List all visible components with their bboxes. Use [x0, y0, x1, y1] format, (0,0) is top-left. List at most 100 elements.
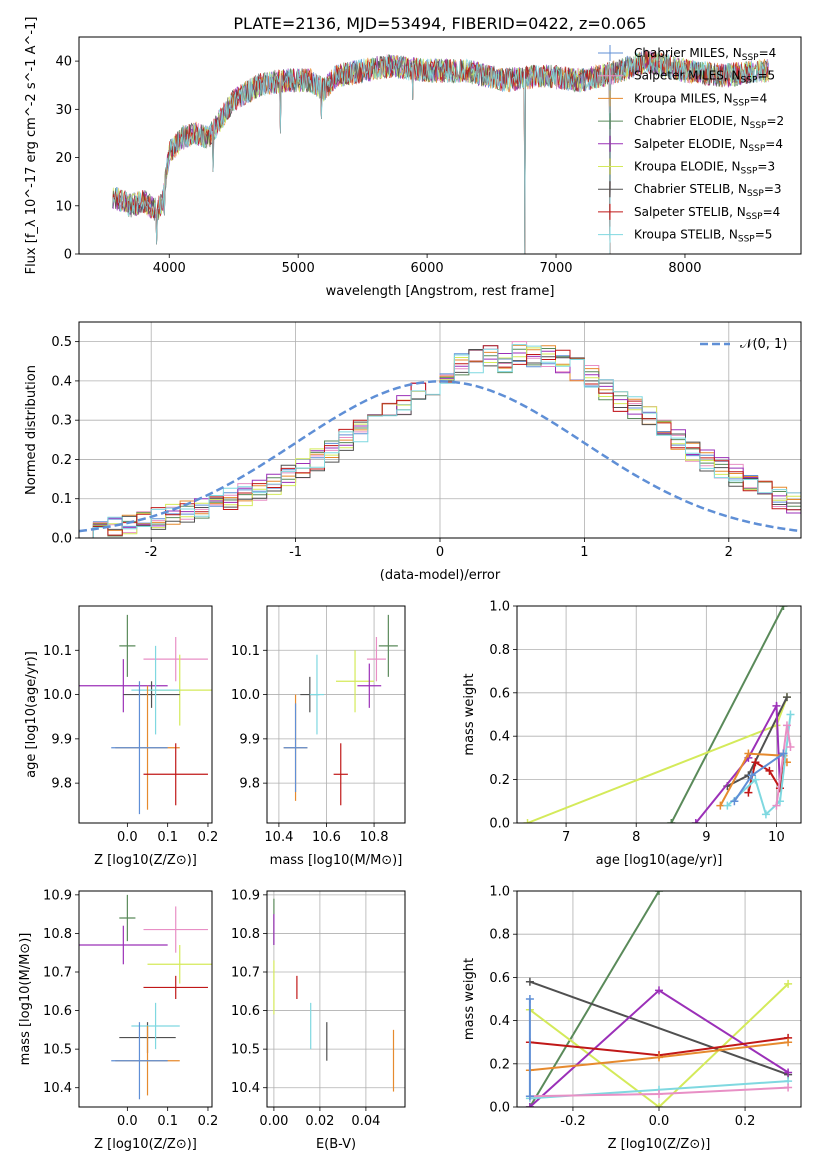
legend-label: Chabrier ELODIE, NSSP=2 — [634, 114, 784, 131]
x-tick-label: 0.1 — [157, 830, 178, 845]
normal-curve — [79, 380, 801, 533]
y-axis-label: age [log10(age/yr)] — [24, 651, 39, 778]
age-vs-Z-panel: 0.0 0.1 0.2 9.8 9.9 10.0 10.1 Z [log10(Z/Z⊙)] ag… — [24, 605, 219, 868]
y-tick-label: 0 — [64, 248, 72, 263]
weight-marker — [525, 1092, 534, 1101]
mass-vs-Z-panel: 0.0 0.1 0.2 10.4 10.5 10.6 10.7 10.8 10.9 Z [log1… — [18, 888, 218, 1152]
weight-marker — [751, 758, 760, 767]
weight-marker — [784, 979, 793, 988]
y-tick-label: 0.2 — [489, 1057, 510, 1072]
y-tick-label: 0.5 — [51, 335, 72, 350]
y-tick-label: 10.0 — [231, 688, 260, 703]
weight-marker — [747, 771, 756, 780]
legend-label: Salpeter ELODIE, NSSP=4 — [634, 137, 783, 154]
y-tick-label: 10.7 — [43, 966, 72, 981]
histograms — [79, 341, 801, 538]
weight-marker — [523, 819, 532, 823]
weight-vs-age-panel: 7 8 9 10 0.0 0.2 0.4 0.6 0.8 1.0 age [log10(age/yr… — [462, 600, 802, 868]
axes-frame — [266, 890, 406, 1108]
x-tick-label: 8000 — [668, 261, 701, 276]
weight-marker — [761, 810, 770, 819]
x-tick-label: 4000 — [153, 261, 186, 276]
y-axis-label: Flux [f_λ 10^-17 erg cm^-2 s^-1 A^-1] — [24, 17, 39, 275]
spectrum-series-line — [112, 52, 769, 254]
y-tick-label: 10.5 — [231, 1043, 260, 1058]
histogram-step — [79, 344, 801, 538]
weight-line — [529, 980, 789, 1076]
weight-marker — [744, 749, 753, 758]
x-axis-label: (data-model)/error — [380, 568, 501, 583]
age-vs-mass-panel: 10.4 10.6 10.8 9.8 9.9 10.0 10.1 mass [log10(M/… — [231, 605, 406, 868]
y-tick-label: 0.2 — [51, 453, 72, 468]
y-tick-label: 10.9 — [231, 888, 260, 903]
x-tick-label: 9 — [702, 830, 710, 845]
x-tick-label: 10.4 — [264, 830, 293, 845]
y-tick-label: 10.8 — [231, 927, 260, 942]
y-tick-label: 0.6 — [489, 971, 510, 986]
legend-label: Kroupa MILES, NSSP=4 — [634, 91, 767, 108]
y-tick-label: 10.1 — [231, 644, 260, 659]
y-tick-label: 9.9 — [51, 732, 72, 747]
weight-marker — [667, 819, 676, 823]
weight-marker — [779, 606, 788, 610]
y-tick-label: 0.0 — [489, 817, 510, 832]
weight-lines — [523, 606, 795, 823]
weight-vs-Z-panel: -0.2 0.0 0.2 0.0 0.2 0.4 0.6 0.8 1.0 Z [log10(Z/Z… — [462, 885, 802, 1152]
x-tick-label: 0.00 — [259, 1114, 288, 1129]
weight-marker — [525, 995, 534, 1003]
y-tick-label: 9.8 — [239, 777, 260, 792]
weight-marker — [779, 749, 788, 758]
x-tick-label: 7 — [562, 830, 570, 845]
x-tick-label: 0.0 — [117, 1114, 138, 1129]
weight-marker — [723, 801, 732, 810]
x-tick-label: 7000 — [539, 261, 572, 276]
weight-marker — [786, 743, 795, 752]
x-tick-label: 0.0 — [117, 830, 138, 845]
x-tick-label: -2 — [145, 545, 158, 560]
legend-label: Chabrier STELIB, NSSP=3 — [634, 182, 782, 199]
x-tick-label: 1 — [580, 545, 588, 560]
weight-marker — [784, 1083, 793, 1092]
weight-line — [695, 702, 781, 823]
weight-marker — [782, 721, 791, 730]
x-tick-label: -0.2 — [560, 1114, 585, 1129]
weight-marker — [772, 801, 781, 810]
weight-line — [529, 983, 789, 1107]
y-tick-label: 0.3 — [51, 414, 72, 429]
x-tick-label: 0.2 — [198, 830, 219, 845]
y-tick-label: 1.0 — [489, 885, 510, 900]
y-tick-label: 10.1 — [43, 644, 72, 659]
weight-marker — [655, 1103, 663, 1107]
x-tick-label: 0.0 — [649, 1114, 670, 1129]
weight-marker — [716, 801, 725, 810]
y-tick-label: 0.0 — [51, 532, 72, 547]
x-tick-label: 0.2 — [198, 1114, 219, 1129]
weight-marker — [786, 710, 795, 719]
y-tick-label: 0.4 — [489, 1014, 510, 1029]
y-tick-label: 10.5 — [43, 1043, 72, 1058]
x-tick-label: 10.8 — [360, 830, 389, 845]
residuals-panel: -2 -1 0 1 2 0.0 0.1 0.2 0.3 0.4 0.5 (data-model)/er… — [24, 321, 802, 583]
y-tick-label: 0.4 — [489, 730, 510, 745]
y-tick-label: 10.6 — [43, 1004, 72, 1019]
legend-label: Kroupa STELIB, NSSP=5 — [634, 228, 772, 245]
x-axis-label: Z [log10(Z/Z⊙)] — [94, 1137, 197, 1152]
y-axis-label: Normed distribution — [24, 365, 39, 495]
y-tick-label: 10.4 — [231, 1081, 260, 1096]
x-axis-label: wavelength [Angstrom, rest frame] — [326, 284, 555, 299]
weight-marker — [751, 775, 760, 784]
weight-marker — [655, 1090, 663, 1099]
weight-marker — [784, 1038, 793, 1047]
y-tick-label: 10.0 — [43, 688, 72, 703]
spectrum-panel: 4000 5000 6000 7000 8000 0 10 20 30 40 wavelength … — [24, 17, 802, 299]
error-bars — [79, 894, 212, 1100]
y-tick-label: 0.6 — [489, 686, 510, 701]
weight-line — [670, 606, 785, 823]
x-axis-label: age [log10(age/yr)] — [596, 853, 723, 868]
y-tick-label: 40 — [55, 55, 72, 70]
y-tick-label: 0.1 — [51, 492, 72, 507]
y-tick-label: 10.7 — [231, 966, 260, 981]
x-tick-label: 0.04 — [351, 1114, 380, 1129]
x-tick-label: 0.1 — [157, 1114, 178, 1129]
